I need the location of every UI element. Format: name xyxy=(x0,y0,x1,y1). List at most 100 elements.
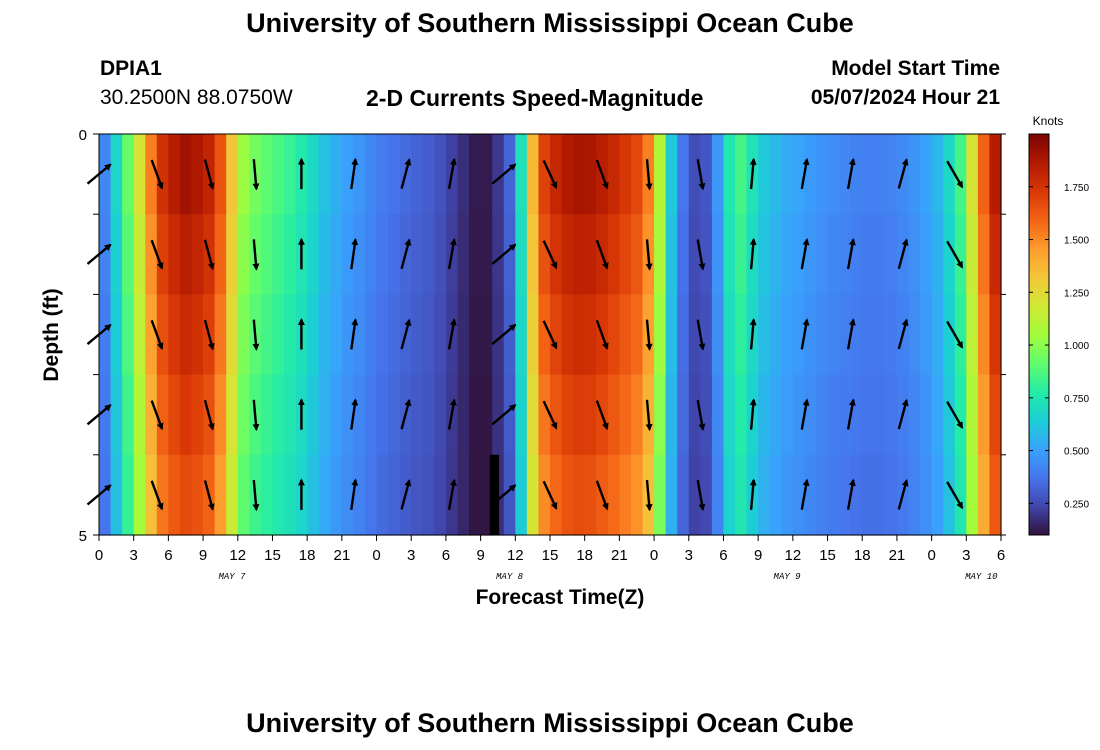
heat-cell xyxy=(827,294,840,376)
current-arrow xyxy=(800,398,810,430)
heat-cell xyxy=(376,374,389,456)
heat-cell xyxy=(133,374,146,456)
heat-cell xyxy=(110,374,123,456)
heat-cell xyxy=(550,134,563,215)
current-arrow xyxy=(749,237,757,270)
current-arrow xyxy=(946,481,964,510)
x-tick-label: 21 xyxy=(889,547,906,564)
heat-cell xyxy=(388,134,401,215)
heat-cell xyxy=(434,374,447,456)
heat-cell xyxy=(954,214,967,295)
current-arrow xyxy=(150,239,164,270)
heat-cell xyxy=(214,134,227,215)
heat-cell xyxy=(469,134,482,215)
model-start-label: Model Start Time xyxy=(831,57,1000,80)
heat-cell xyxy=(492,374,505,456)
date-label: MAY 10 xyxy=(965,572,998,582)
heat-cell xyxy=(260,134,274,215)
heat-cell xyxy=(480,374,493,456)
heat-cell xyxy=(931,454,944,536)
heat-cell xyxy=(388,374,401,456)
heat-cell xyxy=(284,134,297,215)
heat-cell xyxy=(966,294,979,376)
heat-cell xyxy=(630,454,644,536)
heat-cell xyxy=(723,214,736,295)
heat-cell xyxy=(943,134,956,215)
heat-cell xyxy=(584,454,597,536)
heat-cell xyxy=(711,374,725,456)
heat-cell xyxy=(966,454,979,536)
current-arrow xyxy=(800,478,810,510)
heat-cell xyxy=(700,454,713,536)
heat-cell xyxy=(607,374,620,456)
heat-cell xyxy=(272,294,285,376)
current-arrow xyxy=(595,480,609,511)
current-arrow xyxy=(350,478,359,510)
current-arrow xyxy=(897,478,909,510)
heat-cell xyxy=(920,374,933,456)
date-label: MAY 9 xyxy=(774,572,802,582)
x-tick-label: 15 xyxy=(542,547,559,564)
heat-cell xyxy=(862,134,875,215)
heat-cell xyxy=(920,454,933,536)
current-arrow xyxy=(897,398,909,430)
current-arrow xyxy=(400,398,412,430)
heat-cell xyxy=(769,134,782,215)
heat-cell xyxy=(99,374,112,456)
heat-cell xyxy=(815,454,829,536)
colorbar-title: Knots xyxy=(1033,114,1064,128)
y-axis-label: Depth (ft) xyxy=(40,288,63,381)
current-arrow xyxy=(252,319,260,351)
current-arrow xyxy=(350,237,359,270)
heat-cell xyxy=(827,374,840,456)
heat-cell xyxy=(353,374,366,456)
x-tick-label: 9 xyxy=(754,547,762,564)
heat-cell xyxy=(503,294,516,376)
heat-cell xyxy=(364,374,378,456)
heat-cell xyxy=(237,454,250,536)
heat-cell xyxy=(272,214,285,295)
heat-cell xyxy=(307,374,320,456)
heat-cell-anomaly xyxy=(489,454,500,535)
heat-cell xyxy=(133,454,146,536)
heat-cell xyxy=(619,454,632,536)
heat-cell xyxy=(179,374,193,456)
current-arrow xyxy=(252,479,260,512)
heat-cell xyxy=(226,454,239,536)
heat-cell xyxy=(850,294,863,376)
heat-cell xyxy=(584,294,597,376)
heat-cell xyxy=(156,374,169,456)
heat-cell xyxy=(920,214,933,295)
heat-cell xyxy=(156,454,169,536)
heat-cell xyxy=(804,214,817,295)
x-tick-label: 3 xyxy=(962,547,970,564)
current-arrow xyxy=(645,159,653,191)
current-arrow xyxy=(491,323,517,346)
heat-cell xyxy=(781,454,794,536)
current-arrow xyxy=(400,478,412,510)
colorbar-tick-label: 1.250 xyxy=(1064,288,1089,299)
x-tick-label: 0 xyxy=(95,547,103,564)
heat-cell xyxy=(573,454,586,536)
heat-cell xyxy=(677,134,690,215)
heat-cell xyxy=(700,214,713,295)
x-tick-label: 3 xyxy=(130,547,138,564)
heat-cell xyxy=(711,454,725,536)
heat-cell xyxy=(411,294,424,376)
heat-cell xyxy=(330,374,343,456)
x-tick-label: 6 xyxy=(164,547,172,564)
heat-cell xyxy=(538,214,551,295)
heat-cell xyxy=(237,214,250,295)
heat-cell xyxy=(133,294,146,376)
current-arrow xyxy=(749,398,757,430)
colorbar-tick-label: 0.500 xyxy=(1064,447,1089,458)
heat-cell xyxy=(191,454,204,536)
current-arrow xyxy=(447,318,457,350)
current-arrow xyxy=(252,399,260,432)
heat-cell xyxy=(954,294,967,376)
x-tick-label: 18 xyxy=(299,547,316,564)
current-arrow xyxy=(897,238,909,270)
heat-cell xyxy=(735,294,748,376)
heat-cell xyxy=(607,214,620,295)
heat-cell xyxy=(214,294,227,376)
